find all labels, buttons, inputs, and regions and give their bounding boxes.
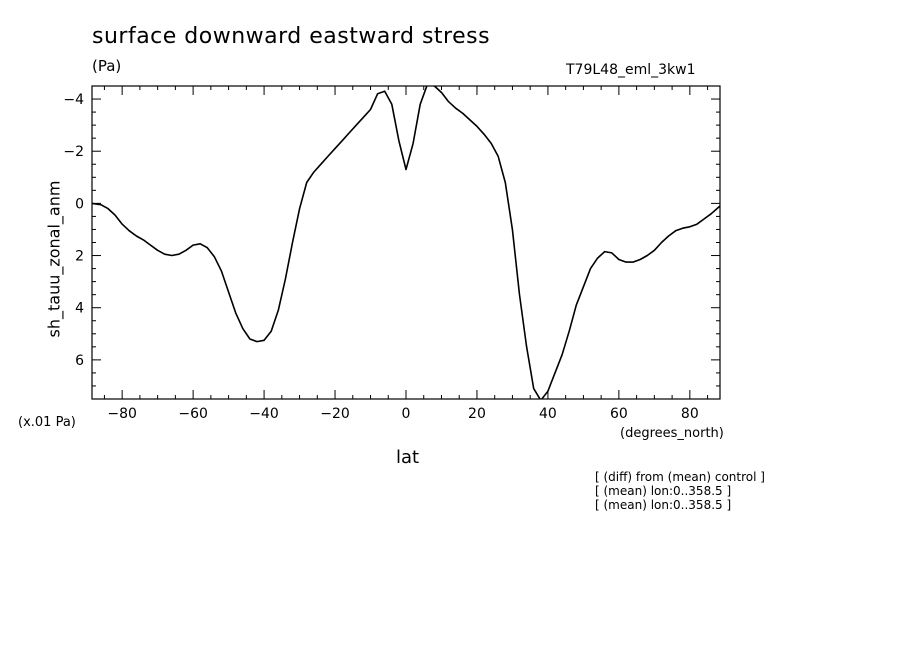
y-tick-label: −2 [63,144,84,160]
x-tick-label: −80 [107,406,137,422]
x-tick-label: −20 [320,406,350,422]
y-tick-label: 2 [75,249,84,265]
x-tick-label: 40 [539,406,557,422]
annotation-note: [ (mean) lon:0..358.5 ] [595,484,732,498]
x-units-label: (degrees_north) [620,426,724,441]
y-scale-note: (x.01 Pa) [18,415,76,430]
annotation-notes: [ (diff) from (mean) control ] [ (mean) … [595,470,765,512]
x-tick-label: 60 [610,406,628,422]
data-series [92,86,720,399]
x-tick-label: 20 [468,406,486,422]
chart-title: surface downward eastward stress [92,24,491,49]
x-tick-label: 80 [681,406,699,422]
units-label: (Pa) [92,57,122,75]
axis-ticks [92,85,720,400]
y-tick-label: 0 [75,196,84,212]
y-tick-label: 6 [75,353,84,369]
y-tick-label: 4 [75,301,84,317]
x-axis-label: lat [396,447,420,468]
x-tick-label: −60 [178,406,208,422]
annotation-note: [ (mean) lon:0..358.5 ] [595,498,732,512]
series-line [92,86,720,399]
y-tick-label: −4 [63,92,84,108]
x-tick-label: 0 [402,406,411,422]
run-name-label: T79L48_eml_3kw1 [566,62,696,78]
annotation-note: [ (diff) from (mean) control ] [595,470,765,484]
x-tick-label: −40 [249,406,279,422]
plot-frame [91,85,721,400]
